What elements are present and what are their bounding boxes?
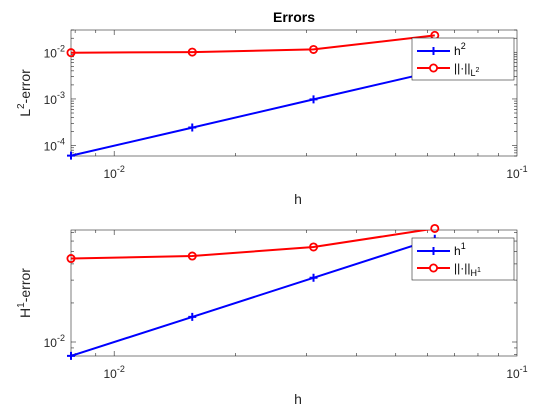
y-tick-label: 10-2 [44, 43, 65, 60]
y-axis-label: H1-error [16, 268, 33, 318]
y-tick-label: 10-2 [44, 333, 65, 350]
data-point [187, 251, 197, 261]
series-group [71, 230, 436, 356]
data-point [430, 223, 440, 233]
series-line-2 [71, 34, 435, 54]
data-point [188, 123, 197, 132]
x-tick-label: 10-1 [506, 364, 527, 381]
legend-marker [429, 47, 438, 55]
data-point [66, 48, 76, 58]
data-point [67, 151, 75, 160]
data-point [187, 47, 197, 57]
x-axis-label: h [294, 191, 302, 207]
legend-box [411, 237, 515, 281]
series-line-1 [71, 70, 436, 156]
data-point [309, 273, 318, 282]
legend-label: h2 [454, 41, 466, 58]
axes-2: 10-2 10-1 10-2 h H1-error h1 ||·||H1 [16, 223, 528, 407]
legend-label: h1 [454, 241, 466, 258]
legend-label: ||·||H1 [454, 261, 481, 278]
legend-label: ||·||L2 [454, 61, 479, 78]
data-point [67, 351, 75, 360]
x-axis-label: h [294, 391, 302, 407]
x-tick-label: 10-2 [103, 364, 124, 381]
legend: h2 ||·||L2 [411, 37, 515, 81]
legend-marker [428, 263, 438, 273]
data-point [309, 242, 319, 252]
series-line-2 [71, 230, 432, 260]
legend: h1 ||·||H1 [411, 237, 515, 281]
data-point [309, 44, 319, 54]
y-tick-label: 10-4 [44, 137, 65, 154]
y-axis-label: L2-error [16, 69, 33, 117]
legend-box [411, 37, 515, 81]
series-group [71, 34, 436, 156]
data-point [66, 254, 76, 264]
data-point [188, 312, 197, 321]
legend-marker [429, 247, 438, 255]
chart-title: Errors [273, 9, 315, 25]
axes-1: 10-2 10-1 10-4 10-3 10-2 h L2-error Errors h2 ||·… [16, 9, 528, 207]
x-tick-label: 10-2 [103, 164, 124, 181]
series-line-1 [71, 237, 436, 356]
y-tick-label: 10-3 [44, 90, 65, 107]
legend-marker [428, 63, 438, 73]
x-tick-label: 10-1 [506, 164, 527, 181]
data-point [309, 95, 318, 104]
